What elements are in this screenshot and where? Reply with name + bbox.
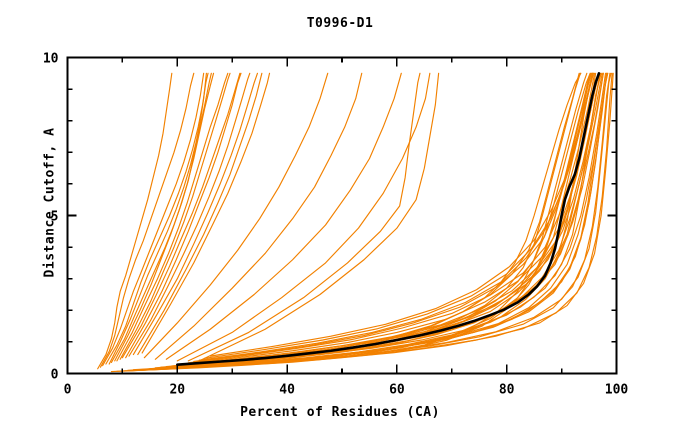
y-tick-label: 10 [43, 52, 59, 67]
x-tick-label: 40 [279, 383, 295, 398]
axes-layer [66, 56, 618, 375]
x-axis-label: Percent of Residues (CA) [240, 405, 440, 420]
x-tick-label: 20 [169, 383, 185, 398]
chart-title: T0996-D1 [306, 16, 374, 31]
x-tick-label: 60 [389, 383, 405, 398]
curves-layer [97, 72, 614, 373]
x-tick-label: 80 [499, 383, 515, 398]
y-tick-label: 5 [51, 210, 59, 225]
x-tick-label: 100 [605, 383, 629, 398]
y-tick-label: 0 [51, 368, 59, 383]
tick-labels-layer: 0 20 40 60 80 100 0 5 10 [43, 52, 629, 398]
x-tick-label: 0 [64, 383, 72, 398]
